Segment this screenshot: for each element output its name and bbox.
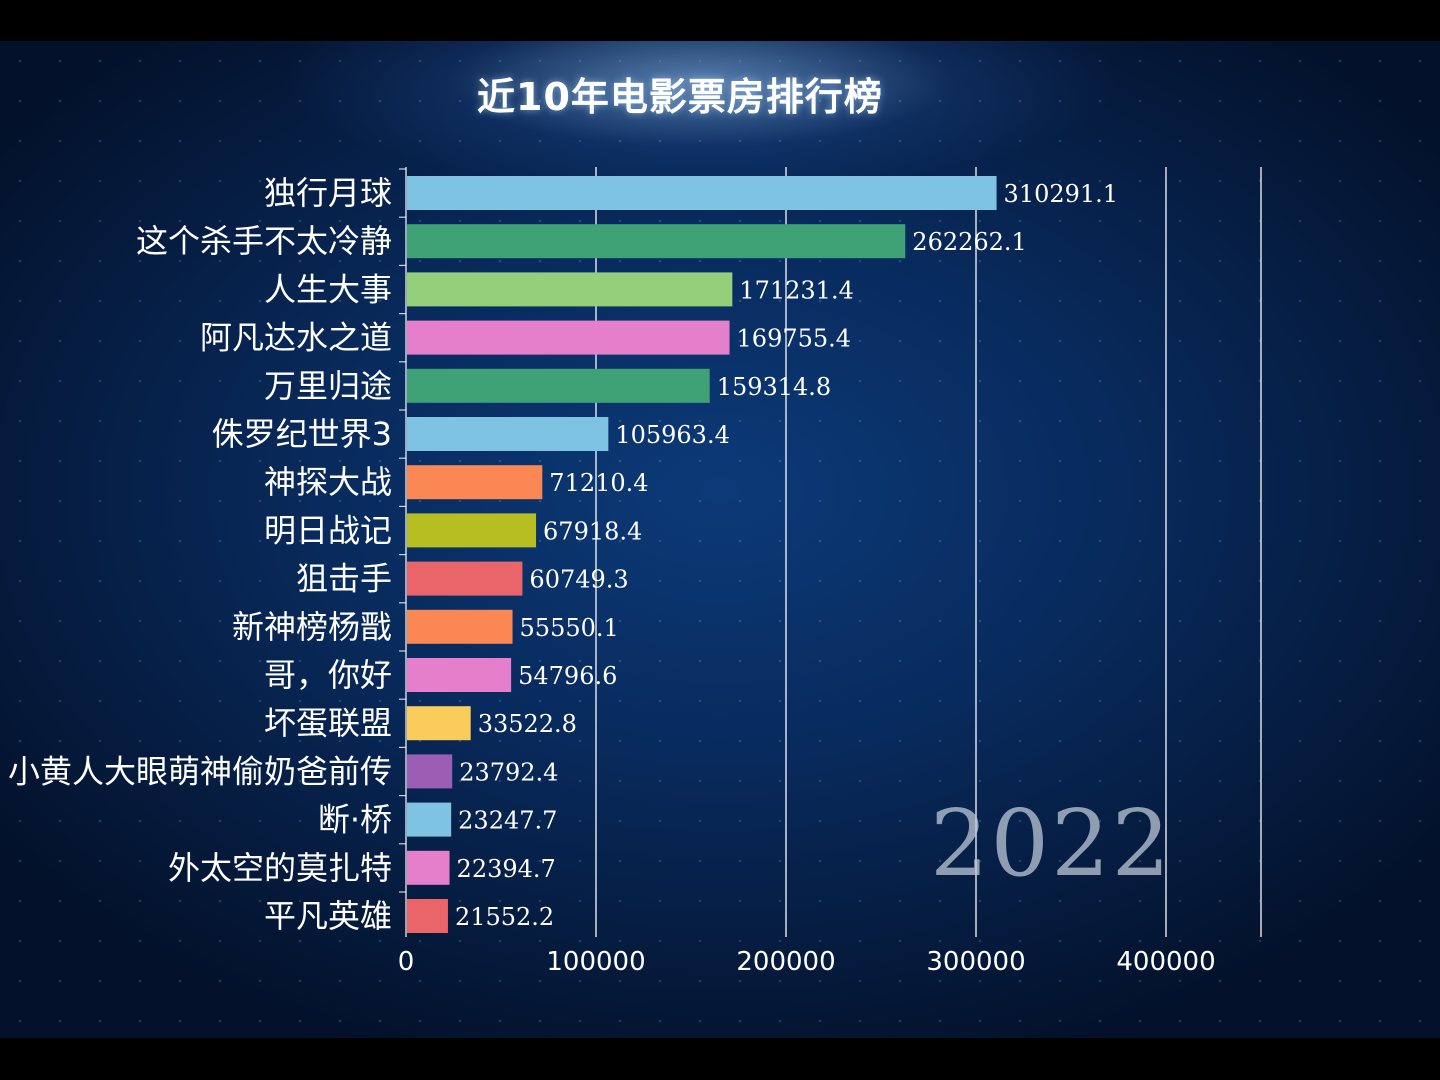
value-label: 21552.2 <box>455 903 554 931</box>
x-axis-ticks: 0 100000 200000 300000 400000 <box>398 947 1216 977</box>
value-labels: 310291.1 262262.1 171231.4 169755.4 159314.8… <box>455 180 1118 931</box>
value-label: 105963.4 <box>615 421 730 449</box>
x-tick-label: 200000 <box>736 947 835 977</box>
value-label: 22394.7 <box>457 855 556 883</box>
bar <box>407 417 609 451</box>
category-label: 独行月球 <box>264 174 392 212</box>
x-tick-label: 100000 <box>546 947 645 977</box>
chart-title: 近10年电影票房排行榜 <box>477 75 883 119</box>
x-tick-label: 300000 <box>926 947 1025 977</box>
category-label: 平凡英雄 <box>264 897 392 935</box>
bar <box>407 899 448 933</box>
category-label: 哥，你好 <box>264 656 392 694</box>
bar <box>407 706 471 741</box>
value-label: 33522.8 <box>478 710 577 738</box>
bar <box>407 320 730 355</box>
category-label: 明日战记 <box>264 511 392 549</box>
category-label: 坏蛋联盟 <box>264 704 392 742</box>
year-label: 2022 <box>930 790 1173 897</box>
category-label: 外太空的莫扎特 <box>168 849 392 887</box>
value-label: 60749.3 <box>529 566 628 594</box>
x-tick-label: 0 <box>398 947 415 977</box>
category-label: 人生大事 <box>264 270 392 308</box>
category-label: 新神榜杨戬 <box>232 608 392 646</box>
value-label: 310291.1 <box>1004 180 1119 208</box>
bar <box>407 850 450 885</box>
category-label: 小黄人大眼萌神偷奶爸前传 <box>8 752 392 790</box>
bar <box>407 368 710 403</box>
value-label: 67918.4 <box>543 517 642 545</box>
category-label: 神探大战 <box>264 463 392 501</box>
bar <box>407 176 997 210</box>
category-label: 这个杀手不太冷静 <box>136 222 392 260</box>
bar <box>407 609 513 644</box>
value-label: 71210.4 <box>549 469 648 497</box>
bar <box>407 272 733 307</box>
value-label: 171231.4 <box>739 276 854 304</box>
category-label: 阿凡达水之道 <box>200 319 392 357</box>
value-label: 169755.4 <box>737 325 852 353</box>
bar <box>407 658 512 692</box>
bar <box>407 465 543 500</box>
category-label: 万里归途 <box>264 367 392 405</box>
bar <box>407 754 453 789</box>
grid-lines <box>595 167 1262 937</box>
value-label: 23247.7 <box>458 807 557 835</box>
bar <box>407 513 537 548</box>
value-label: 55550.1 <box>520 614 619 642</box>
x-tick-label: 400000 <box>1116 947 1215 977</box>
category-label: 侏罗纪世界3 <box>212 415 392 453</box>
bar <box>407 561 523 596</box>
value-label: 54796.6 <box>518 662 617 690</box>
bars <box>399 168 997 933</box>
category-label: 狙击手 <box>296 560 392 598</box>
value-label: 23792.4 <box>459 758 558 786</box>
value-label: 262262.1 <box>912 228 1027 256</box>
category-label: 断·桥 <box>318 801 392 839</box>
bar <box>407 802 452 837</box>
bar <box>407 224 906 259</box>
value-label: 159314.8 <box>717 373 832 401</box>
